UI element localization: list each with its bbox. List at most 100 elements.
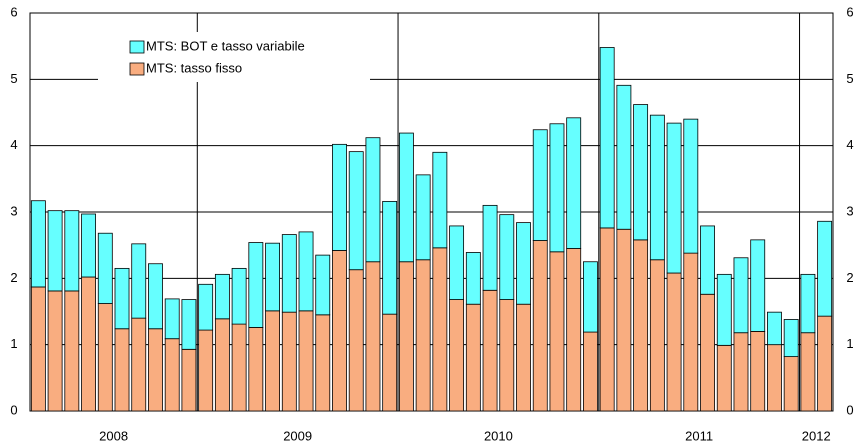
bar-segment bbox=[415, 259, 431, 412]
bar-segment bbox=[482, 289, 498, 412]
bar-segment bbox=[231, 323, 247, 412]
bar-segment bbox=[81, 213, 96, 278]
y-tick-label: 6 bbox=[10, 4, 17, 19]
y-tick-label: 4 bbox=[10, 137, 17, 152]
bar-segment bbox=[649, 114, 665, 261]
bar-segment bbox=[198, 283, 214, 331]
bar-segment bbox=[97, 232, 113, 304]
bar-segment bbox=[281, 234, 297, 313]
bar-segment bbox=[783, 356, 799, 412]
bar-segment bbox=[566, 248, 582, 412]
bar-segment bbox=[298, 310, 314, 412]
x-group-label: 2009 bbox=[283, 428, 312, 443]
bar-segment bbox=[398, 132, 414, 263]
legend-label: MTS: BOT e tasso variabile bbox=[146, 38, 305, 53]
bar-segment bbox=[432, 247, 448, 412]
bar-segment bbox=[315, 254, 331, 316]
bar-segment bbox=[583, 261, 598, 333]
bar-segment bbox=[700, 225, 715, 295]
bar-segment bbox=[30, 286, 46, 412]
y2-tick-label: 1 bbox=[846, 336, 853, 351]
bar-segment bbox=[499, 214, 515, 300]
bar-segment bbox=[750, 239, 766, 332]
bar-segment bbox=[198, 329, 214, 412]
bar-segment bbox=[382, 200, 398, 315]
bar-segment bbox=[516, 303, 531, 412]
bar-segment bbox=[315, 314, 331, 412]
bar-segment bbox=[265, 242, 280, 312]
bar-segment bbox=[800, 332, 816, 412]
bar-segment bbox=[666, 122, 682, 274]
bar-segment bbox=[566, 117, 582, 249]
bar-segment bbox=[332, 250, 347, 412]
bar-segment bbox=[449, 299, 465, 412]
y-tick-label: 3 bbox=[10, 203, 17, 218]
bar-segment bbox=[298, 231, 314, 312]
bar-segment bbox=[214, 273, 230, 320]
legend-swatch bbox=[129, 62, 145, 76]
bar-segment bbox=[532, 129, 548, 241]
bar-segment bbox=[549, 251, 565, 412]
bar-segment bbox=[382, 313, 398, 412]
bar-segment bbox=[281, 311, 297, 412]
bar-segment bbox=[64, 290, 80, 412]
bar-segment bbox=[800, 273, 816, 334]
bar-segment bbox=[516, 222, 531, 305]
bar-segment bbox=[365, 137, 381, 263]
bar-segment bbox=[817, 220, 833, 317]
bar-segment bbox=[348, 151, 364, 271]
bar-segment bbox=[231, 267, 247, 325]
y2-tick-label: 4 bbox=[846, 137, 853, 152]
y2-tick-label: 5 bbox=[846, 71, 853, 86]
bar-segment bbox=[332, 143, 347, 251]
bar-segment bbox=[81, 276, 96, 412]
y-tick-label: 2 bbox=[10, 270, 17, 285]
bar-segment bbox=[649, 259, 665, 412]
y-tick-label: 1 bbox=[10, 336, 17, 351]
y2-tick-label: 2 bbox=[846, 270, 853, 285]
bar-segment bbox=[583, 331, 598, 412]
bar-segment bbox=[114, 267, 130, 330]
bar-segment bbox=[449, 225, 465, 300]
bar-segment bbox=[148, 328, 163, 412]
bar-segment bbox=[47, 290, 63, 412]
y2-tick-label: 0 bbox=[846, 402, 853, 417]
bar-segment bbox=[131, 317, 147, 412]
bar-segment bbox=[532, 240, 548, 412]
bar-segment bbox=[733, 332, 749, 412]
bar-segment bbox=[415, 174, 431, 261]
bar-segment bbox=[265, 310, 280, 412]
bar-segment bbox=[616, 228, 632, 412]
bar-segment bbox=[148, 263, 163, 330]
bar-segment bbox=[750, 330, 766, 412]
bar-segment bbox=[716, 344, 732, 412]
bar-segment bbox=[164, 298, 180, 340]
x-group-label: 2010 bbox=[484, 428, 513, 443]
bar-segment bbox=[767, 311, 782, 346]
bar-segment bbox=[499, 299, 515, 412]
bar-segment bbox=[767, 344, 782, 412]
bar-segment bbox=[248, 242, 264, 328]
x-group-label: 2011 bbox=[685, 428, 713, 443]
bar-segment bbox=[214, 318, 230, 412]
bar-segment bbox=[817, 315, 833, 412]
bar-segment bbox=[432, 151, 448, 249]
bar-segment bbox=[164, 338, 180, 412]
bar-segment bbox=[666, 272, 682, 412]
bar-segment bbox=[633, 104, 649, 241]
bar-segment bbox=[482, 204, 498, 291]
bar-segment bbox=[683, 118, 699, 254]
bar-segment bbox=[181, 299, 197, 350]
y-tick-label: 5 bbox=[10, 71, 17, 86]
bar-segment bbox=[114, 328, 130, 412]
x-group-label: 2012 bbox=[802, 428, 831, 443]
y-tick-label: 0 bbox=[10, 402, 17, 417]
bar-segment bbox=[30, 200, 46, 288]
bar-segment bbox=[398, 261, 414, 412]
bar-segment bbox=[599, 47, 615, 229]
bar-segment bbox=[64, 210, 80, 292]
bar-segment bbox=[465, 303, 481, 412]
y2-tick-label: 3 bbox=[846, 203, 853, 218]
